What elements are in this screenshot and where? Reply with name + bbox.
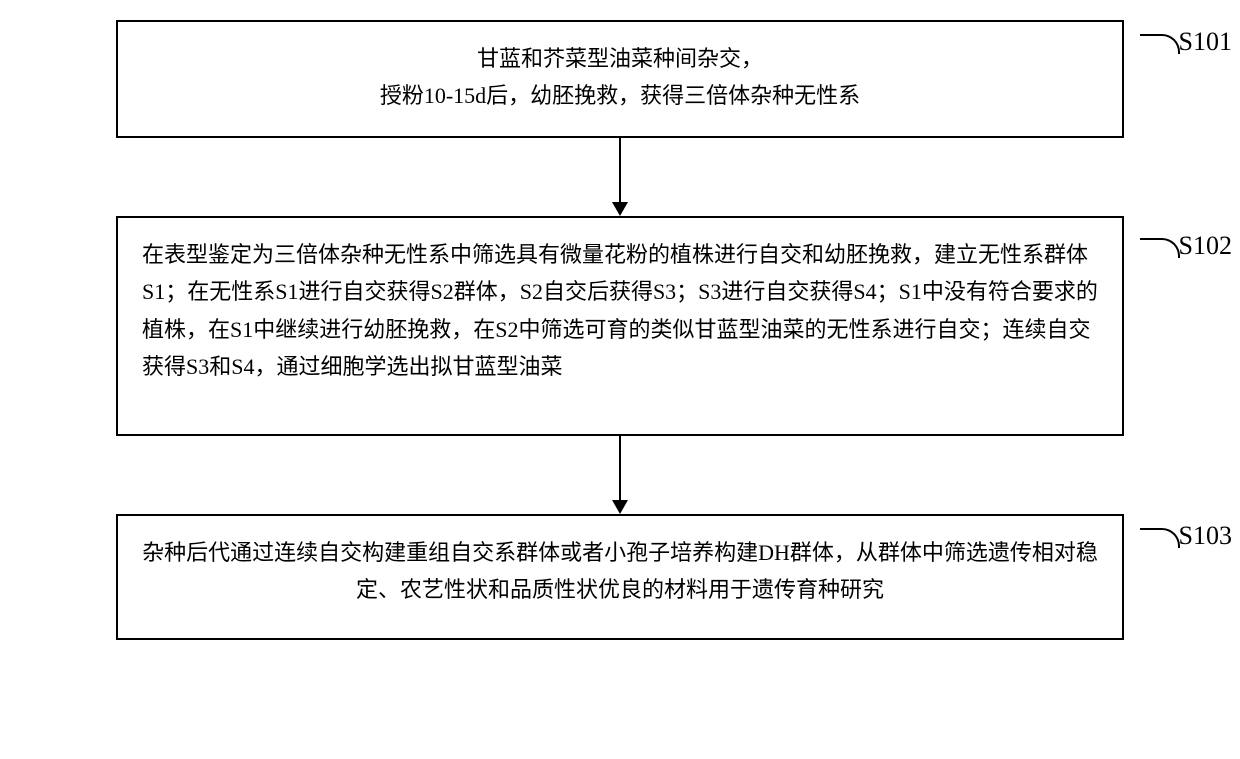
arrow-head-icon [612,500,628,514]
arrow-line [619,436,621,500]
label-connector [1140,528,1180,548]
step-label-s102: S102 [1179,224,1232,268]
flow-arrow [612,436,628,514]
flow-step-s102: 在表型鉴定为三倍体杂种无性系中筛选具有微量花粉的植株进行自交和幼胚挽救，建立无性… [116,216,1124,436]
step-content: 杂种后代通过连续自交构建重组自交系群体或者小孢子培养构建DH群体，从群体中筛选遗… [142,534,1098,609]
arrow-head-icon [612,202,628,216]
step-label-s101: S101 [1179,20,1232,64]
label-connector [1140,34,1180,54]
label-connector [1140,238,1180,258]
arrow-line [619,138,621,202]
flow-step-s101: 甘蓝和芥菜型油菜种间杂交， 授粉10-15d后，幼胚挽救，获得三倍体杂种无性系 … [116,20,1124,138]
flow-step-s103: 杂种后代通过连续自交构建重组自交系群体或者小孢子培养构建DH群体，从群体中筛选遗… [116,514,1124,640]
step-content: 在表型鉴定为三倍体杂种无性系中筛选具有微量花粉的植株进行自交和幼胚挽救，建立无性… [142,236,1098,386]
step-content: 甘蓝和芥菜型油菜种间杂交， 授粉10-15d后，幼胚挽救，获得三倍体杂种无性系 [142,40,1098,115]
flowchart-container: 甘蓝和芥菜型油菜种间杂交， 授粉10-15d后，幼胚挽救，获得三倍体杂种无性系 … [0,20,1240,640]
step-label-s103: S103 [1179,514,1232,558]
flow-arrow [612,138,628,216]
